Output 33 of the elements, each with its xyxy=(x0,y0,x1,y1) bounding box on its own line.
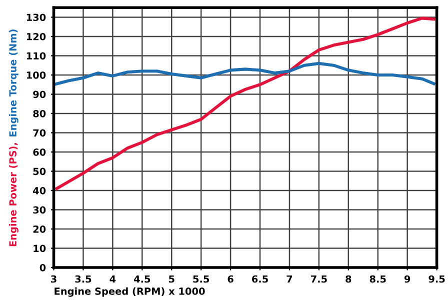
y-tick-label: 20 xyxy=(33,225,46,233)
x-tick-label: 3 xyxy=(51,275,56,283)
x-tick-label: 9 xyxy=(404,275,410,283)
y-tick-label: 100 xyxy=(26,71,46,79)
y-tick-label: 70 xyxy=(33,129,46,137)
y-tick-label: 60 xyxy=(33,148,46,156)
x-tick-label: 5 xyxy=(168,275,174,283)
x-tick-label: 9.5 xyxy=(428,275,445,283)
y-tick-label: 130 xyxy=(26,14,46,22)
y-tick-label: 80 xyxy=(33,110,46,118)
x-tick-label: 8.5 xyxy=(370,275,386,283)
x-tick-label: 7.5 xyxy=(310,275,327,283)
y-tick-label: 90 xyxy=(33,90,46,98)
x-tick-label: 8 xyxy=(346,275,352,283)
y-tick-label: 50 xyxy=(33,168,46,176)
x-tick-label: 4 xyxy=(110,275,116,283)
text: Engine Power (PS), xyxy=(8,143,18,246)
y-tick-label: 40 xyxy=(33,186,46,194)
x-tick-label: 5.5 xyxy=(193,275,210,283)
x-tick-label: 6 xyxy=(228,275,234,283)
y-tick-label: 120 xyxy=(26,32,46,40)
line-series xyxy=(55,16,436,190)
x-axis-title: Engine Speed (RPM) x 1000 xyxy=(54,287,205,297)
y-tick-label: 0 xyxy=(40,264,46,272)
y-tick-label: 30 xyxy=(33,206,46,214)
y-tick-label: 110 xyxy=(26,52,46,60)
x-tick-label: 7 xyxy=(286,275,292,283)
x-tick-label: 6.5 xyxy=(252,275,268,283)
x-tick-label: 3.5 xyxy=(75,275,92,283)
text: Engine Torque (Nm) xyxy=(8,30,18,136)
line-series xyxy=(54,62,436,86)
x-tick-label: 4.5 xyxy=(134,275,150,283)
y-tick-label: 10 xyxy=(34,244,46,252)
